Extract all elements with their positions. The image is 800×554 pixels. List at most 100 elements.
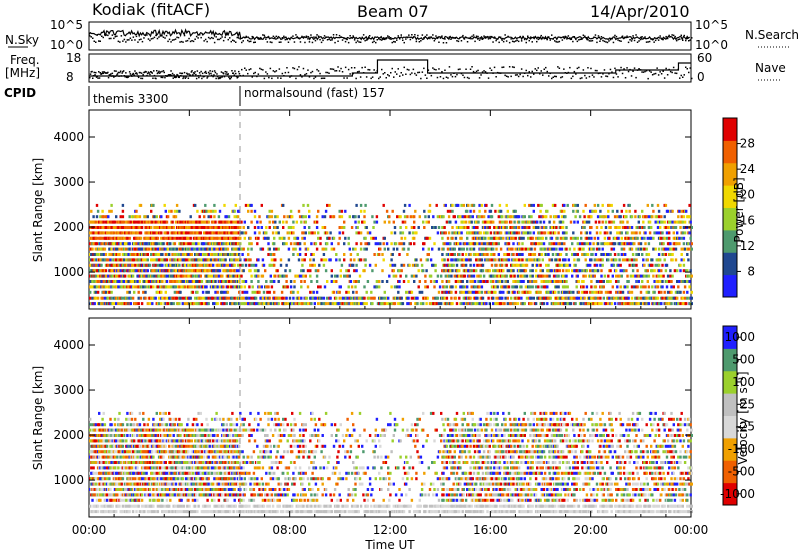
echo-cell bbox=[267, 236, 270, 240]
echo-cell bbox=[581, 242, 584, 246]
echo-cell bbox=[554, 231, 557, 235]
freq-point bbox=[94, 74, 96, 76]
nave-point bbox=[384, 72, 386, 74]
echo-cell bbox=[617, 280, 620, 283]
echo-cell bbox=[224, 296, 227, 300]
echo-cell bbox=[603, 236, 607, 240]
echo-cell bbox=[408, 263, 411, 267]
echo-cell bbox=[523, 274, 526, 278]
freq-point bbox=[223, 75, 226, 78]
freq-point bbox=[119, 70, 122, 72]
nave-point bbox=[688, 71, 690, 74]
echo-cell bbox=[304, 215, 307, 219]
nave-point bbox=[390, 72, 392, 74]
echo-cell bbox=[317, 269, 320, 273]
echo-cell bbox=[160, 215, 163, 219]
nsearch-point bbox=[295, 34, 297, 36]
echo-cell bbox=[226, 242, 230, 246]
echo-cell bbox=[338, 215, 341, 219]
freq-point bbox=[175, 76, 177, 78]
echo-cell bbox=[582, 209, 585, 213]
echo-cell bbox=[340, 226, 344, 229]
nave-point bbox=[608, 73, 610, 75]
echo-cell bbox=[616, 285, 619, 289]
nave-point bbox=[612, 76, 615, 79]
nsearch-point bbox=[289, 38, 291, 41]
echo-cell bbox=[261, 274, 265, 278]
nave-point bbox=[307, 69, 309, 71]
echo-cell bbox=[126, 269, 129, 273]
echo-cell bbox=[175, 236, 179, 240]
nsearch-point bbox=[408, 34, 410, 36]
nsearch-point bbox=[316, 34, 318, 36]
nsearch-point bbox=[387, 35, 389, 37]
echo-cell bbox=[282, 203, 285, 207]
echo-cell bbox=[244, 263, 248, 267]
echo-cell bbox=[505, 231, 508, 235]
freq-point bbox=[207, 75, 209, 78]
echo-cell bbox=[319, 285, 322, 289]
echo-cell bbox=[564, 258, 567, 262]
echo-cell bbox=[585, 290, 589, 294]
echo-cell bbox=[209, 274, 213, 278]
echo-cell bbox=[467, 226, 470, 229]
echo-cell bbox=[476, 274, 479, 278]
echo-cell bbox=[274, 220, 277, 224]
echo-cell bbox=[140, 220, 144, 224]
freq-point bbox=[224, 70, 226, 73]
freq-point bbox=[195, 77, 198, 80]
echo-cell bbox=[267, 285, 270, 289]
echo-cell bbox=[398, 253, 401, 256]
nsearch-point bbox=[557, 41, 559, 43]
echo-cell bbox=[287, 258, 291, 262]
echo-cell bbox=[273, 247, 276, 251]
echo-cell bbox=[381, 253, 384, 256]
echo-cell bbox=[460, 290, 463, 294]
nsearch-point bbox=[204, 38, 207, 41]
echo-cell bbox=[251, 285, 254, 289]
nsearch-point bbox=[397, 35, 399, 37]
echo-cell bbox=[576, 203, 579, 207]
nsearch-point bbox=[492, 41, 494, 43]
nsearch-point bbox=[609, 38, 612, 41]
echo-cell bbox=[485, 203, 488, 207]
echo-cell bbox=[131, 263, 135, 267]
echo-cell bbox=[657, 253, 661, 256]
nave-point bbox=[560, 76, 562, 79]
nsearch-point bbox=[474, 40, 476, 43]
echo-cell bbox=[174, 269, 178, 273]
echo-cell bbox=[454, 285, 458, 289]
freq-point bbox=[124, 76, 126, 78]
echo-cell bbox=[679, 263, 682, 267]
cpid-row: CPID themis 3300 normalsound (fast) 157 bbox=[4, 86, 385, 106]
echo-cell bbox=[184, 231, 188, 235]
echo-cell bbox=[560, 247, 564, 251]
echo-cell bbox=[247, 203, 250, 207]
nave-point bbox=[584, 74, 586, 77]
echo-cell bbox=[128, 215, 131, 219]
echo-cell bbox=[330, 274, 333, 278]
echo-cell bbox=[625, 209, 628, 213]
echo-cell bbox=[593, 290, 596, 294]
echo-cell bbox=[532, 209, 535, 213]
date-title: 14/Apr/2010 bbox=[590, 2, 690, 21]
echo-cell bbox=[216, 285, 219, 289]
echo-cell bbox=[596, 242, 600, 246]
freq-point bbox=[159, 71, 162, 73]
echo-cell bbox=[338, 231, 341, 235]
echo-cell bbox=[181, 296, 184, 300]
nave-point bbox=[481, 71, 484, 73]
echo-cell bbox=[152, 258, 155, 262]
echo-cell bbox=[266, 290, 269, 294]
echo-cell bbox=[356, 226, 359, 229]
echo-cell bbox=[145, 274, 148, 278]
echo-cell bbox=[630, 290, 634, 294]
echo-cell bbox=[539, 290, 542, 294]
nsearch-point bbox=[313, 36, 315, 38]
echo-cell bbox=[558, 263, 561, 267]
echo-cell bbox=[469, 258, 472, 262]
echo-cell bbox=[224, 236, 227, 240]
echo-cell bbox=[221, 258, 224, 262]
echo-cell bbox=[306, 203, 310, 207]
echo-cell bbox=[463, 242, 467, 246]
